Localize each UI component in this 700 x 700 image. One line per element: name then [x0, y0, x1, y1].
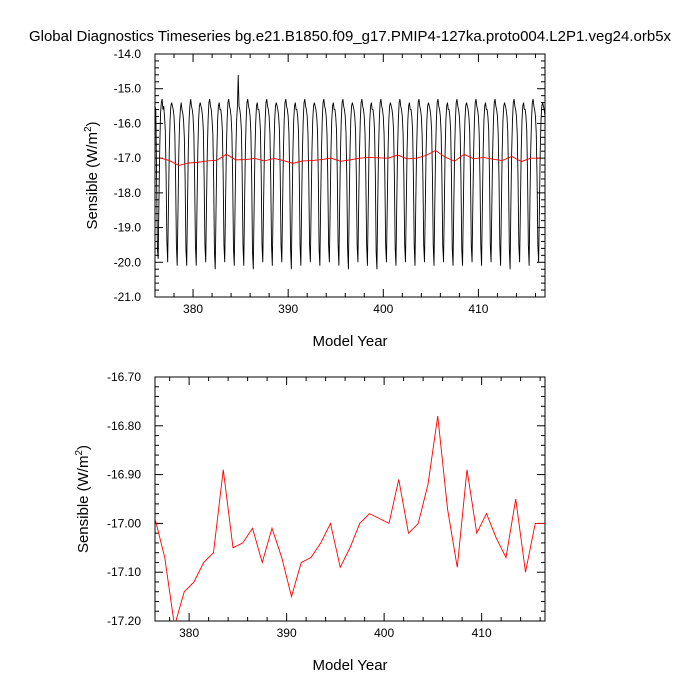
y-tick-label: -18.0 [114, 186, 142, 200]
annual-mean-line [159, 149, 541, 166]
y-tick-label: -17.00 [107, 516, 141, 530]
monthly-series-line [155, 74, 545, 270]
y-tick-label: -17.20 [107, 614, 141, 628]
x-tick-label: 380 [183, 302, 203, 316]
y-tick-label: -16.80 [107, 419, 141, 433]
y-tick-label: -17.0 [114, 151, 142, 165]
y-tick-label: -16.90 [107, 468, 141, 482]
x-tick-label: 400 [374, 626, 394, 640]
y-tick-label: -21.0 [114, 290, 142, 304]
x-tick-label: 380 [179, 626, 199, 640]
y-tick-label: -16.0 [114, 116, 142, 130]
x-tick-label: 400 [373, 302, 393, 316]
chart-title: Global Diagnostics Timeseries bg.e21.B18… [29, 28, 672, 45]
y-tick-label: -20.0 [114, 255, 142, 269]
top-panel: -21.0 -20.0 -19.0 -18.0 -17.0 -16.0 -15.0 -14.0… [83, 47, 546, 350]
y-axis-label: Sensible (W/m2) [83, 121, 101, 229]
x-tick-label: 390 [278, 302, 298, 316]
x-axis-label: Model Year [312, 333, 387, 350]
annual-mean-line [155, 415, 545, 621]
x-tick-label: 410 [472, 626, 492, 640]
x-axis-label: Model Year [312, 657, 387, 674]
y-tick-label: -17.10 [107, 565, 141, 579]
x-tick-label: 390 [277, 626, 297, 640]
y-tick-label: -19.0 [114, 221, 142, 235]
plot-frame [154, 53, 546, 298]
x-tick-label: 410 [468, 302, 488, 316]
bottom-panel: -17.20 -17.10 -17.00 -16.90 -16.80 -16.70 380 3… [74, 370, 546, 674]
y-tick-label: -16.70 [107, 370, 141, 384]
y-tick-label: -15.0 [114, 82, 142, 96]
y-tick-label: -14.0 [114, 47, 142, 61]
y-axis-label: Sensible (W/m2) [74, 445, 92, 553]
plot-frame [154, 376, 546, 622]
